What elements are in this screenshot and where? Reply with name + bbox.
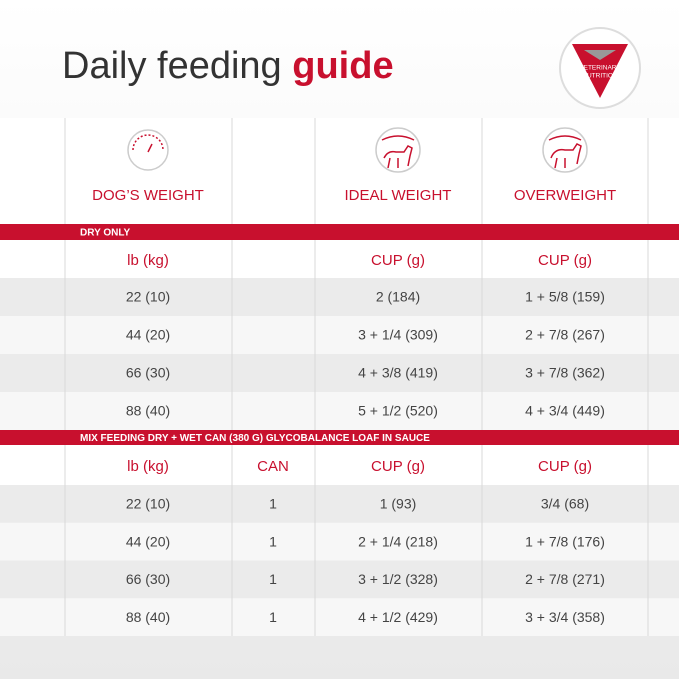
column-unit: lb (kg) — [127, 252, 169, 269]
table-row — [0, 278, 679, 316]
badge-line: NUTRITION — [582, 73, 618, 80]
table-row — [0, 522, 679, 561]
table-cell: 3 + 3/4 (358) — [525, 609, 605, 625]
table-cell: 22 (10) — [126, 289, 170, 305]
section-bar — [0, 430, 679, 445]
column-unit: CUP (g) — [538, 252, 592, 269]
table-cell: 4 + 1/2 (429) — [358, 609, 438, 625]
table-cell: 1 — [269, 496, 277, 512]
table-cell: 3 + 1/4 (309) — [358, 327, 438, 343]
column-unit: CUP (g) — [371, 458, 425, 475]
icons — [127, 127, 588, 173]
title: Daily feeding guide — [62, 45, 394, 87]
badge: VETERINARY NUTRITION — [559, 27, 641, 109]
table-cell: 2 (184) — [376, 289, 420, 305]
column-header: IDEAL WEIGHT — [345, 187, 452, 204]
table-cell: 88 (40) — [126, 403, 170, 419]
table-row — [0, 392, 679, 430]
table-cell: 1 (93) — [380, 496, 417, 512]
table-cell: 3 + 7/8 (362) — [525, 365, 605, 381]
table-row — [0, 485, 679, 523]
table-cell: 66 (30) — [126, 571, 170, 587]
column-header: DOG’S WEIGHT — [92, 187, 204, 204]
table-cell: 22 (10) — [126, 496, 170, 512]
table-cell: 2 + 7/8 (271) — [525, 571, 605, 587]
section-bar — [0, 224, 679, 240]
badge-line: VETERINARY — [579, 65, 621, 72]
table-cell: 44 (20) — [126, 327, 170, 343]
section-label: MIX FEEDING DRY + WET CAN (380 G) GLYCOB… — [80, 433, 430, 444]
table-row — [0, 598, 679, 636]
column-unit: lb (kg) — [127, 458, 169, 475]
table-cell: 2 + 7/8 (267) — [525, 327, 605, 343]
table-cell: 5 + 1/2 (520) — [358, 403, 438, 419]
subheader-row — [0, 240, 679, 278]
table-cell: 3/4 (68) — [541, 496, 589, 512]
table-cell: 3 + 1/2 (328) — [358, 571, 438, 587]
subheader-row — [0, 445, 679, 485]
table-row — [0, 316, 679, 354]
table-cell: 44 (20) — [126, 533, 170, 549]
table-cell: 1 — [269, 533, 277, 549]
table-cell: 4 + 3/8 (419) — [358, 365, 438, 381]
table-cell: 4 + 3/4 (449) — [525, 403, 605, 419]
table-row — [0, 354, 679, 392]
column-unit: CAN — [257, 458, 289, 475]
column-unit: CUP (g) — [371, 252, 425, 269]
table-cell: 1 + 7/8 (176) — [525, 533, 605, 549]
table-row — [0, 560, 679, 599]
table-cell: 1 — [269, 571, 277, 587]
column-unit: CUP (g) — [538, 458, 592, 475]
section-label: DRY ONLY — [80, 228, 131, 239]
table-cell: 2 + 1/4 (218) — [358, 533, 438, 549]
table-cell: 66 (30) — [126, 365, 170, 381]
table-cell: 1 + 5/8 (159) — [525, 289, 605, 305]
column-header: OVERWEIGHT — [514, 187, 616, 204]
table-cell: 88 (40) — [126, 609, 170, 625]
table-cell: 1 — [269, 609, 277, 625]
